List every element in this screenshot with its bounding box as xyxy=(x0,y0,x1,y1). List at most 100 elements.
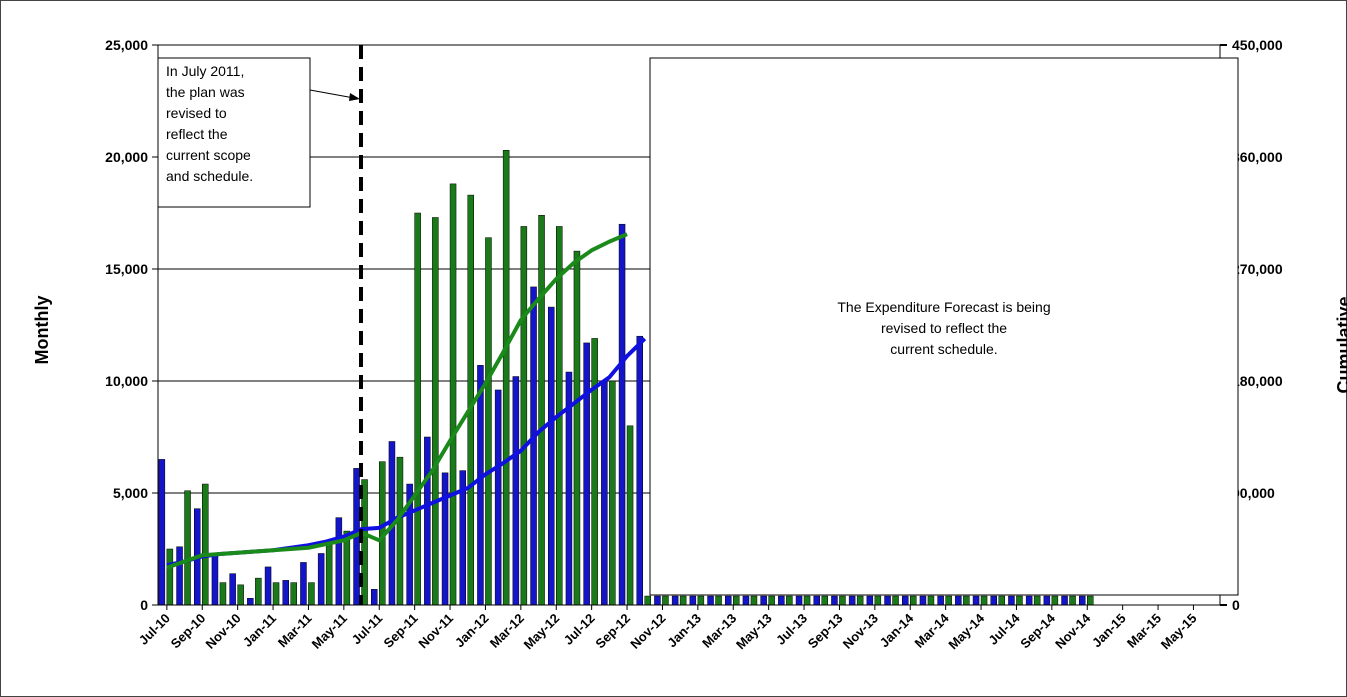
bar xyxy=(795,595,803,606)
cumulative-line xyxy=(166,232,628,570)
forecast-note: The Expenditure Forecast is being revised… xyxy=(837,299,1050,357)
bar xyxy=(707,595,714,606)
bar xyxy=(1087,595,1094,606)
bar xyxy=(601,380,608,606)
bar xyxy=(176,546,183,606)
bar xyxy=(636,335,643,606)
bar xyxy=(742,595,750,606)
y2-tick-label: 360,000 xyxy=(1232,149,1283,165)
bar xyxy=(290,582,297,606)
bar xyxy=(856,595,864,606)
bar xyxy=(432,217,439,606)
bar xyxy=(449,183,457,606)
bar xyxy=(343,530,351,606)
y2-tick-label: 0 xyxy=(1232,597,1240,613)
bar xyxy=(679,595,687,606)
bar xyxy=(184,490,191,606)
note-line: The Expenditure Forecast is being xyxy=(837,299,1050,315)
bar xyxy=(654,595,661,606)
bar xyxy=(990,595,997,606)
bar xyxy=(644,595,651,606)
bar xyxy=(272,582,280,606)
bar xyxy=(998,595,1005,606)
bar xyxy=(963,595,970,606)
note-arrow xyxy=(309,89,355,99)
bar xyxy=(803,595,811,606)
y2-tick-label: 450,000 xyxy=(1232,37,1283,53)
bar xyxy=(733,595,740,606)
bar xyxy=(485,237,492,606)
y2-tick-label: 90,000 xyxy=(1232,485,1275,501)
y-tick-label: 0 xyxy=(140,597,148,613)
bar xyxy=(919,595,927,606)
note-line: and schedule. xyxy=(166,168,253,184)
bar xyxy=(1008,595,1015,606)
bar xyxy=(848,595,856,606)
bar xyxy=(211,553,219,606)
bar xyxy=(1069,595,1076,606)
bar xyxy=(502,150,510,606)
bar xyxy=(583,342,590,606)
bar xyxy=(937,595,944,606)
bar xyxy=(538,214,545,606)
bar xyxy=(609,380,616,606)
bar xyxy=(202,483,209,606)
y2-tick-label: 270,000 xyxy=(1232,261,1283,277)
bar xyxy=(229,573,236,606)
bar xyxy=(1033,595,1041,606)
note-line: In July 2011, xyxy=(166,63,244,79)
bar xyxy=(591,338,598,606)
bar xyxy=(414,212,421,606)
bar xyxy=(945,595,952,606)
y2-axis-label: Cumulative xyxy=(1334,296,1347,393)
bar xyxy=(1061,595,1068,606)
bar xyxy=(768,595,775,606)
bar xyxy=(927,595,935,606)
note: In July 2011, the plan was revised to refle… xyxy=(166,63,253,184)
bar xyxy=(300,562,307,606)
bar xyxy=(697,595,705,606)
bar xyxy=(831,595,838,606)
bar xyxy=(750,595,758,606)
bar xyxy=(760,595,767,606)
note-line: revised to xyxy=(166,105,227,121)
bar xyxy=(839,595,846,606)
y-tick-label: 5,000 xyxy=(113,485,148,501)
y2-tick-label: 180,000 xyxy=(1232,373,1283,389)
bar xyxy=(626,425,634,606)
note-line: current schedule. xyxy=(890,341,997,357)
bar xyxy=(325,544,333,606)
bar xyxy=(1051,595,1059,606)
bar xyxy=(821,595,828,606)
bar xyxy=(308,582,315,606)
bar xyxy=(715,595,722,606)
note-line: current scope xyxy=(166,147,251,163)
bar xyxy=(1079,595,1086,606)
bar xyxy=(477,365,484,606)
y-tick-label: 25,000 xyxy=(105,37,148,53)
bar xyxy=(786,595,793,606)
bar xyxy=(512,376,520,606)
bar xyxy=(219,582,227,606)
bar xyxy=(813,595,820,606)
bar xyxy=(371,589,378,606)
bar xyxy=(892,595,899,606)
note-box xyxy=(157,57,311,208)
bar xyxy=(317,553,325,606)
bar xyxy=(573,250,581,606)
bar xyxy=(520,226,528,606)
bar xyxy=(874,595,882,606)
bar xyxy=(662,595,669,606)
bar xyxy=(166,548,174,606)
bar xyxy=(778,595,785,606)
bar xyxy=(884,595,891,606)
bar xyxy=(1043,595,1051,606)
note-line: the plan was xyxy=(166,84,245,100)
bar xyxy=(530,286,537,606)
y-axis-label: Monthly xyxy=(32,296,52,365)
y-tick-label: 10,000 xyxy=(105,373,148,389)
bar xyxy=(237,584,244,606)
bar xyxy=(282,580,289,606)
bar xyxy=(396,456,404,606)
